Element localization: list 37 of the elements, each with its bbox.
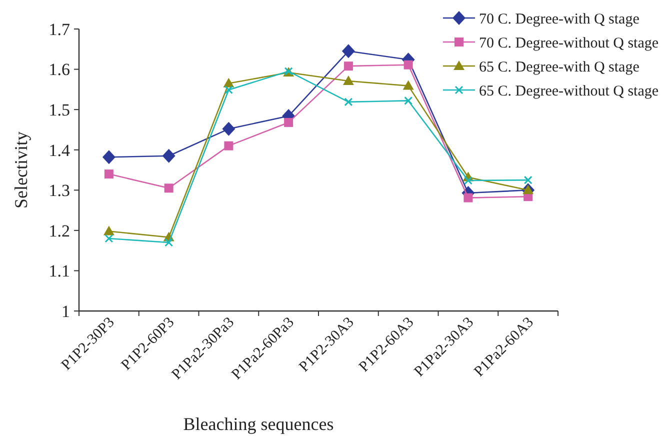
point bbox=[222, 122, 236, 136]
point bbox=[224, 86, 233, 94]
point bbox=[344, 98, 353, 106]
y-tick-label: 1.3 bbox=[48, 181, 70, 200]
legend-label: 65 C. Degree-with Q stage bbox=[479, 59, 640, 76]
point bbox=[522, 184, 534, 194]
point bbox=[162, 148, 176, 163]
point bbox=[104, 234, 114, 243]
point bbox=[342, 75, 354, 85]
y-tick-label: 1.5 bbox=[48, 100, 70, 120]
point bbox=[342, 44, 355, 58]
point bbox=[524, 176, 532, 184]
point bbox=[164, 238, 174, 247]
y-tick-label: 1.4 bbox=[48, 140, 70, 160]
point bbox=[223, 78, 234, 88]
point bbox=[164, 184, 174, 193]
y-tick-label: 1 bbox=[62, 302, 70, 321]
legend-label: 70 C. Degree-with Q stage bbox=[479, 11, 640, 28]
point bbox=[402, 80, 414, 90]
point bbox=[103, 226, 114, 236]
point bbox=[344, 62, 353, 71]
y-tick-label: 1.2 bbox=[48, 221, 70, 240]
y-axis-title: Selectivity bbox=[11, 132, 31, 208]
point bbox=[104, 170, 114, 179]
point bbox=[224, 141, 234, 150]
point bbox=[102, 150, 116, 164]
legend-label: 70 C. Degree-without Q stage bbox=[479, 35, 659, 52]
x-axis-title: Bleaching sequences bbox=[183, 414, 334, 434]
point bbox=[464, 176, 472, 185]
legend-label: 65 C. Degree-without Q stage bbox=[479, 83, 659, 100]
y-tick-label: 1.7 bbox=[48, 20, 70, 39]
point bbox=[464, 193, 473, 202]
point bbox=[284, 118, 294, 127]
y-tick-label: 1.1 bbox=[48, 262, 70, 281]
y-tick-label: 1.6 bbox=[48, 60, 70, 80]
point bbox=[404, 60, 413, 70]
point bbox=[404, 96, 413, 105]
